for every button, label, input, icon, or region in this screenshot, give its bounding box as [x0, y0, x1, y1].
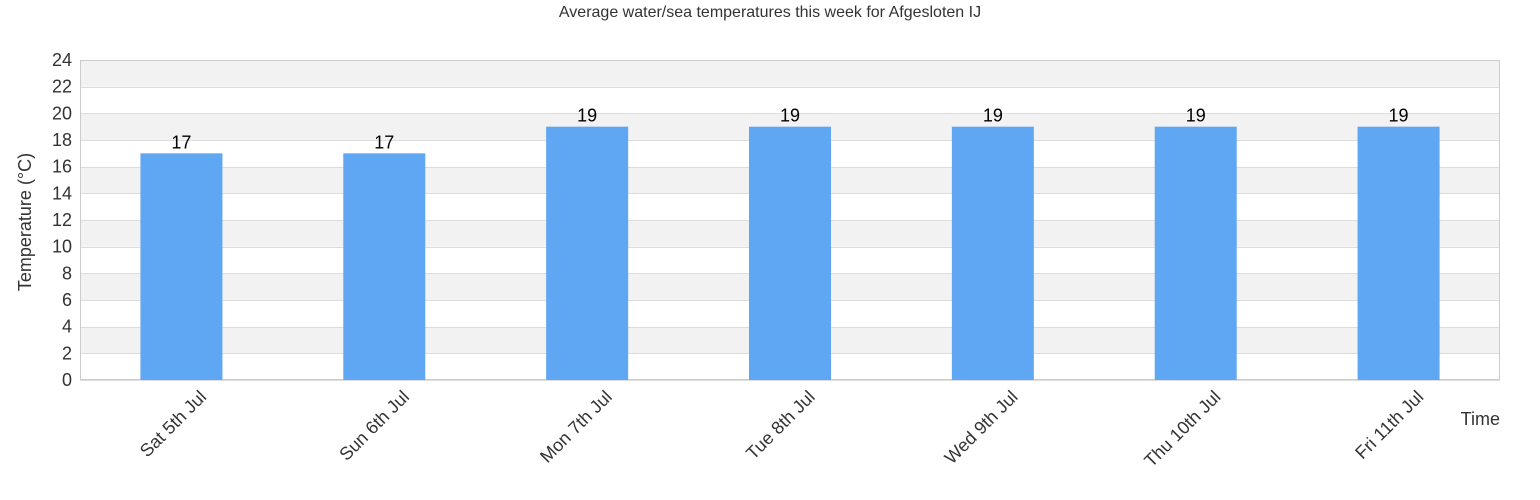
y-tick-label: 4: [62, 317, 72, 337]
grid-lines: [80, 60, 1500, 381]
y-tick-label: 14: [52, 183, 72, 203]
y-tick-label: 12: [52, 210, 72, 230]
bar: [343, 153, 426, 380]
x-axis-ticks: Sat 5th Jul Sun 6th Jul Mon 7th Jul Tue 8th…: [136, 387, 1427, 471]
y-tick-label: 8: [62, 263, 72, 283]
y-tick-label: 18: [52, 130, 72, 150]
bar-value-label: 17: [171, 132, 191, 152]
bar-value-label: 19: [577, 106, 597, 126]
bar: [1357, 126, 1440, 381]
bar-value-label: 19: [780, 106, 800, 126]
data-labels: 17 17 19 19 19 19 19: [171, 106, 1408, 153]
y-tick-label: 6: [62, 290, 72, 310]
x-tick-label: Thu 10th Jul: [1140, 387, 1224, 471]
x-tick-label: Mon 7th Jul: [536, 387, 616, 467]
plot-band: [80, 86, 1500, 114]
bar-value-label: 19: [1186, 106, 1206, 126]
bar: [140, 153, 223, 380]
bar: [749, 126, 831, 381]
bar: [546, 126, 629, 381]
bar-value-label: 19: [983, 106, 1003, 126]
x-tick-label: Fri 11th Jul: [1351, 387, 1427, 463]
plot-band: [80, 60, 1500, 87]
x-tick-label: Tue 8th Jul: [742, 387, 819, 464]
y-tick-label: 20: [52, 103, 72, 123]
bar: [951, 126, 1034, 381]
bar-value-label: 17: [374, 132, 394, 152]
bar-series: [140, 126, 1440, 381]
bar-value-label: 19: [1389, 106, 1409, 126]
x-tick-label: Sat 5th Jul: [136, 387, 210, 461]
y-tick-label: 24: [52, 50, 72, 70]
x-tick-label: Sun 6th Jul: [335, 387, 413, 465]
bar: [1154, 126, 1237, 381]
y-tick-label: 2: [62, 343, 72, 363]
y-tick-label: 16: [52, 157, 72, 177]
y-tick-label: 10: [52, 237, 72, 257]
x-axis-title: Time: [1461, 409, 1500, 429]
chart-title: Average water/sea temperatures this week…: [559, 4, 981, 21]
x-tick-label: Wed 9th Jul: [941, 387, 1022, 468]
y-tick-label: 22: [52, 77, 72, 97]
y-tick-label: 0: [62, 370, 72, 390]
y-axis-title: Temperature (°C): [15, 153, 35, 291]
